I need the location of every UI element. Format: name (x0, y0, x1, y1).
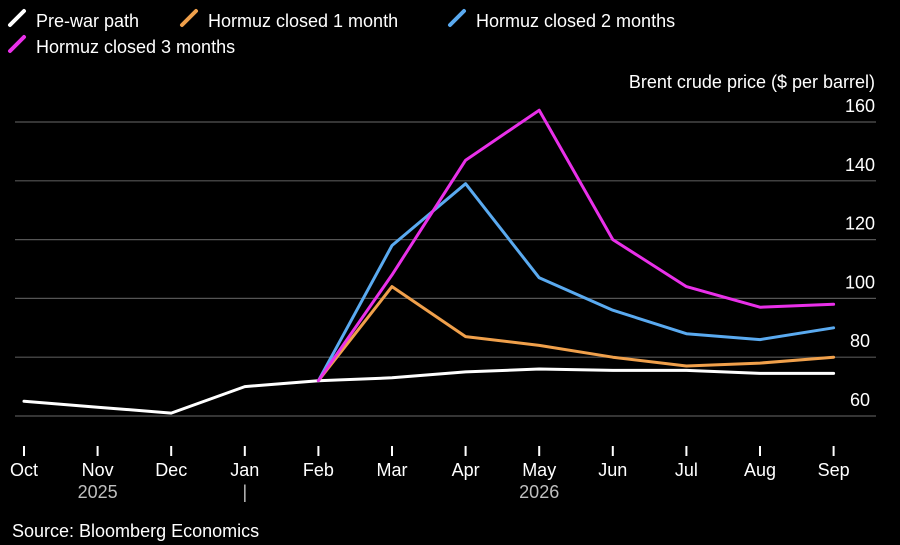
y-tick-label: 60 (850, 390, 870, 410)
legend-swatch (180, 9, 198, 27)
legend-swatch (8, 35, 26, 53)
y-tick-label: 140 (845, 155, 875, 175)
legend-swatch (8, 9, 26, 27)
year-label: 2026 (519, 482, 559, 502)
x-tick-label: May (522, 460, 556, 480)
x-tick-label: Jun (598, 460, 627, 480)
x-tick-label: Mar (377, 460, 408, 480)
legend-label: Hormuz closed 1 month (208, 11, 398, 31)
x-tick-label: Dec (155, 460, 187, 480)
legend-label: Hormuz closed 3 months (36, 37, 235, 57)
x-tick-label: Jan (230, 460, 259, 480)
legend-item: Hormuz closed 3 months (8, 35, 235, 57)
y-tick-label: 80 (850, 331, 870, 351)
legend-item: Pre-war path (8, 9, 139, 31)
x-axis: Oct Nov Dec Jan Feb Mar Apr May Jun Jul Aug Sep (10, 446, 850, 480)
legend-item: Hormuz closed 1 month (180, 9, 398, 31)
legend-label: Pre-war path (36, 11, 139, 31)
y-tick-label: 160 (845, 96, 875, 116)
legend-swatch (448, 9, 466, 27)
x-tick-label: Nov (82, 460, 114, 480)
x-tick-label: Feb (303, 460, 334, 480)
x-tick-label: Sep (818, 460, 850, 480)
year-labels: 2025 | 2026 (78, 482, 560, 502)
x-tick-label: Oct (10, 460, 38, 480)
series-line (22, 367, 836, 415)
series-line (316, 108, 836, 383)
y-tick-label: 100 (845, 272, 875, 292)
gridlines (15, 121, 876, 417)
x-tick-label: Aug (744, 460, 776, 480)
year-label: 2025 (78, 482, 118, 502)
source-note: Source: Bloomberg Economics (12, 521, 259, 541)
y-tick-labels: 60 80 100 120 140 160 (845, 96, 875, 410)
legend: Pre-war path Hormuz closed 1 month Hormuz … (8, 9, 675, 57)
y-axis-label: Brent crude price ($ per barrel) (629, 72, 875, 92)
legend-item: Hormuz closed 2 months (448, 9, 675, 31)
x-tick-label: Jul (675, 460, 698, 480)
series-line (316, 285, 836, 383)
y-tick-label: 120 (845, 214, 875, 234)
series-line (316, 182, 836, 383)
x-tick-label: Apr (452, 460, 480, 480)
legend-label: Hormuz closed 2 months (476, 11, 675, 31)
series-lines (22, 108, 836, 415)
year-label: | (242, 482, 247, 502)
